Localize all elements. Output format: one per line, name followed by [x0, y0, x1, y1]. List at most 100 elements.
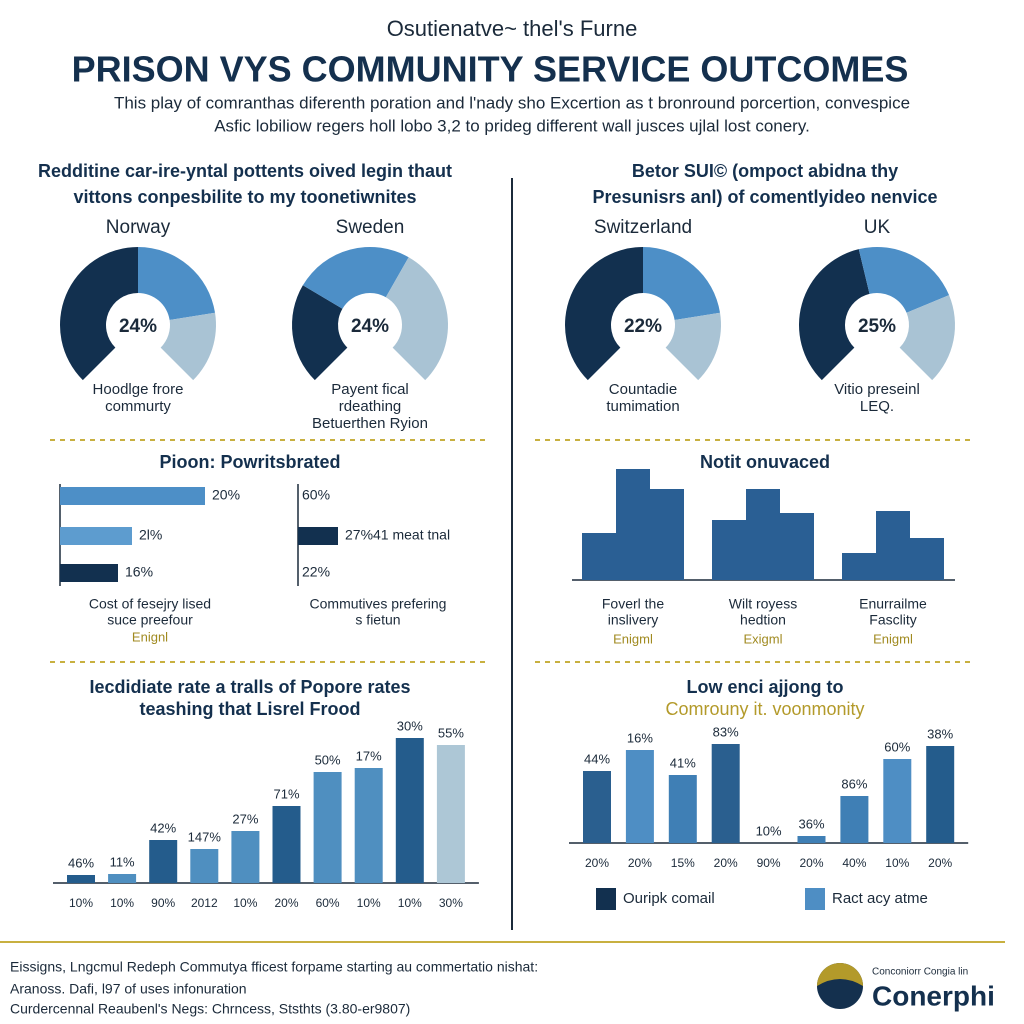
bar: [712, 520, 746, 580]
bar: [190, 849, 219, 883]
bar: [797, 836, 826, 843]
caption: Wilt royess: [729, 596, 797, 612]
logo-small: Conconiorr Congia lin: [872, 967, 968, 978]
bar: [354, 768, 383, 883]
logo: Conconiorr Congia lin Conerphi: [817, 963, 995, 1011]
bar-annotation: 71%: [273, 786, 299, 801]
bar-annotation: 30%: [397, 718, 423, 733]
gauge-segment: [385, 257, 448, 381]
section-title: Redditine car-ire-yntal pottents oived l…: [38, 161, 452, 181]
bar: [149, 840, 178, 883]
section-title: teashing that Lisrel Frood: [139, 699, 360, 719]
legend-label: Ouripk comail: [623, 890, 715, 907]
gauge-name: Switzerland: [594, 217, 692, 238]
x-tick-label: 90%: [151, 896, 175, 910]
title: PRISON VYS COMMUNITY SERVICE OUTCOMES: [72, 49, 909, 90]
bar-annotation: 42%: [150, 820, 176, 835]
x-tick-label: 15%: [671, 856, 695, 870]
bar: [910, 538, 944, 580]
bar: [313, 772, 342, 883]
x-tick-label: 20%: [799, 856, 823, 870]
legend-swatch: [805, 888, 825, 910]
section-title: Pioon: Powritsbrated: [159, 452, 340, 472]
gauge-caption: rdeathing: [339, 398, 402, 415]
gauge-center: 22%: [624, 316, 662, 337]
legend-label: Ract acy atme: [832, 890, 928, 907]
footer-text: Eissigns, Lngcmul Redeph Commutya ffices…: [10, 959, 538, 975]
caption-note: Enigml: [873, 631, 913, 646]
section-title: Iecdidiate rate a tralls of Popore rates: [89, 677, 410, 697]
bar: [876, 511, 910, 580]
x-tick-label: 10%: [357, 896, 381, 910]
bar-annotation: 60%: [884, 739, 910, 754]
gauge-name: UK: [864, 217, 891, 238]
bar-annotation: 55%: [438, 725, 464, 740]
bar: [711, 744, 740, 843]
legend-swatch: [596, 888, 616, 910]
caption: Cost of fesejry lised: [89, 596, 211, 612]
section-title: Notit onuvaced: [700, 452, 830, 472]
bar: [842, 553, 876, 580]
bar-annotation: 11%: [110, 854, 135, 869]
bar: [60, 487, 205, 505]
bar: [60, 564, 118, 582]
caption-note: Enignl: [132, 629, 168, 644]
bar: [582, 533, 616, 580]
gauge-segment: [565, 247, 643, 381]
bar-annotation: 16%: [627, 730, 653, 745]
gauge-caption: commurty: [105, 398, 171, 415]
caption: suce preefour: [107, 612, 193, 628]
gauge-segment: [60, 247, 138, 381]
x-tick-label: 20%: [628, 856, 652, 870]
gauge-caption: tumimation: [606, 398, 679, 415]
gauge-segment: [138, 247, 216, 320]
gauge-segment: [643, 247, 721, 320]
gauge-name: Sweden: [336, 217, 405, 238]
bar: [926, 746, 955, 843]
x-tick-label: 20%: [714, 856, 738, 870]
bar-annotation: 36%: [798, 816, 824, 831]
bar-annotation: 10%: [756, 823, 782, 838]
bar: [840, 796, 869, 843]
bar: [650, 489, 684, 580]
caption: Fasclity: [869, 612, 916, 628]
gauge-segment: [160, 312, 217, 381]
subtitle: This play of comranthas diferenth porati…: [114, 93, 910, 112]
bar: [60, 527, 132, 545]
bar: [436, 745, 465, 883]
x-tick-label: 30%: [439, 896, 463, 910]
bar: [298, 527, 338, 545]
x-tick-label: 20%: [928, 856, 952, 870]
bar-annotation: 38%: [927, 726, 953, 741]
section-title: vittons conpesbilite to my toonetiwnites: [73, 187, 416, 207]
bar-annotation: 147%: [188, 829, 222, 844]
x-tick-label: 10%: [885, 856, 909, 870]
gauge-center: 24%: [119, 316, 157, 337]
gauge-caption: Vitio preseinl: [834, 381, 920, 398]
bar: [272, 806, 301, 883]
bar-label: 20%: [212, 487, 240, 503]
x-tick-label: 20%: [274, 896, 298, 910]
logo-mark: [817, 963, 863, 986]
logo-name: Conerphi: [872, 980, 995, 1011]
caption: hedtion: [740, 612, 786, 628]
gauge-segment: [665, 312, 721, 381]
x-tick-label: 60%: [316, 896, 340, 910]
gauge-center: 24%: [351, 316, 389, 337]
x-tick-label: 10%: [398, 896, 422, 910]
gauge-segment: [799, 249, 870, 381]
bar-annotation: 50%: [315, 752, 341, 767]
footer-text: Curdercennal Reaubenl's Negs: Chrncess, …: [10, 1001, 410, 1017]
bar: [67, 875, 95, 883]
bar-annotation: 17%: [356, 748, 382, 763]
section-subtitle: Comrouny it. voonmonity: [665, 699, 864, 719]
caption: Foverl the: [602, 596, 664, 612]
caption: Commutives prefering: [310, 596, 447, 612]
section-title: Presunisrs anl) of comentlyideo nenvice: [592, 187, 937, 207]
gauge-caption: LEQ.: [860, 398, 894, 415]
x-tick-label: 20%: [585, 856, 609, 870]
bar-annotation: 86%: [841, 776, 867, 791]
bar-label: 2l%: [139, 527, 162, 543]
gauge-segment: [291, 285, 348, 381]
